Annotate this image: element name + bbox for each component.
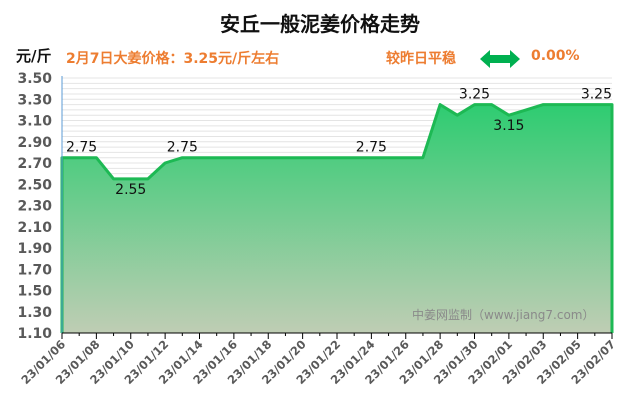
- y-tick-label: 1.10: [17, 326, 52, 342]
- y-tick-label: 2.50: [17, 177, 52, 193]
- x-axis: 23/01/0623/01/0823/01/1023/01/1223/01/14…: [18, 332, 618, 387]
- data-label: 2.55: [115, 182, 146, 198]
- y-tick-label: 2.70: [17, 156, 52, 172]
- change-percent: 0.00%: [531, 48, 580, 64]
- data-label: 3.15: [493, 118, 524, 134]
- data-label: 3.25: [459, 87, 490, 103]
- data-label: 2.75: [167, 140, 198, 156]
- y-axis-ticks: 3.50 3.30 3.10 2.90 2.70 2.50 2.30 2.10 1.90 1.70…: [17, 71, 52, 342]
- y-tick-label: 3.10: [17, 114, 52, 130]
- y-tick-label: 2.30: [17, 199, 52, 215]
- price-line: [60, 103, 614, 333]
- y-tick-label: 2.90: [17, 135, 52, 151]
- compare-label: 较昨日平稳: [386, 51, 456, 67]
- y-tick-label: 3.30: [17, 92, 52, 108]
- chart-title: 安丘一般泥姜价格走势: [220, 12, 420, 36]
- watermark: 中姜网监制（www.jiang7.com）: [412, 308, 595, 322]
- y-tick-label: 1.70: [17, 262, 52, 278]
- data-labels: 2.752.552.75 2.753.253.153.25: [66, 87, 612, 198]
- data-label: 2.75: [356, 140, 387, 156]
- y-tick-label: 3.50: [17, 71, 52, 87]
- y-tick-label: 2.10: [17, 220, 52, 236]
- y-tick-label: 1.50: [17, 284, 52, 300]
- data-label: 2.75: [66, 140, 97, 156]
- price-area-fill: [62, 104, 612, 333]
- double-arrow-flat-icon: [480, 50, 520, 68]
- data-label: 3.25: [581, 87, 612, 103]
- price-headline: 2月7日大姜价格：3.25元/斤左右: [66, 51, 280, 67]
- y-tick-label: 1.90: [17, 241, 52, 257]
- y-tick-label: 1.30: [17, 305, 52, 321]
- y-axis-unit-label: 元/斤: [16, 47, 52, 65]
